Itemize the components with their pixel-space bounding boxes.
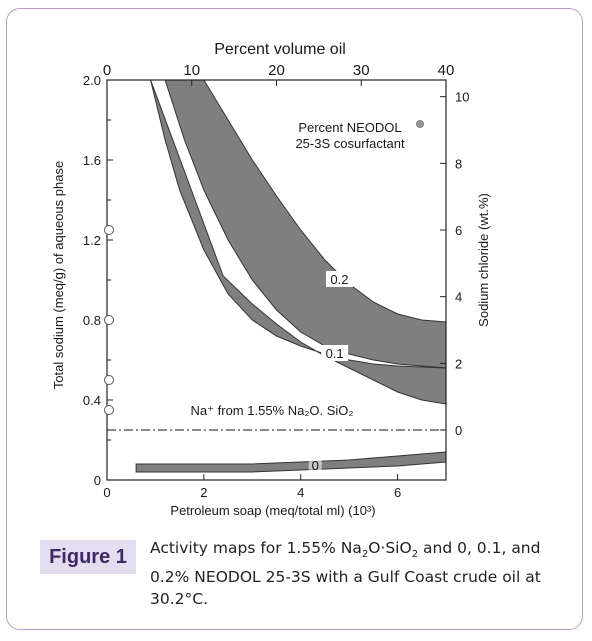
legend-line-2: 25-3S cosurfactant [295,136,405,151]
band-0-2 [164,80,446,369]
right-tick-label: 6 [455,223,462,238]
right-tick-label: 0 [455,423,462,438]
left-tick-label: 1.2 [83,233,101,248]
band-label-0-2: 0.2 [330,272,348,287]
axis-marker-circle [104,405,114,415]
axes-layer [104,79,447,481]
left-axis-label: Total sodium (meq/g) of aqueous phase [51,161,66,389]
left-tick-label: 0 [94,473,101,488]
left-tick-label: 0.4 [83,393,101,408]
top-tick-label: 40 [438,62,455,79]
band-label-0-1: 0.1 [326,346,344,361]
top-axis-label: Percent volume oil [214,41,346,58]
top-tick-label: 30 [353,62,370,79]
left-tick-label: 0.8 [83,313,101,328]
right-axis-label: Sodium chloride (wt.%) [476,193,491,327]
caption-mid: O·SiO [368,539,412,557]
band-group [135,80,446,473]
caption-text: Activity maps for 1.55% Na2O·SiO2 and 0,… [150,537,570,610]
bottom-tick-label: 6 [394,485,401,500]
caption-sub2: 2 [411,549,419,561]
caption-sub1: 2 [361,549,369,561]
top-tick-label: 0 [103,62,111,79]
figure-caption: Figure 1 Activity maps for 1.55% Na2O·Si… [40,536,570,616]
caption-line3: 30.2°C. [150,590,209,609]
band-0-1 [150,80,446,405]
axis-marker-circle [104,315,114,325]
band-label-bg [325,271,353,287]
left-tick-label: 2.0 [83,73,101,88]
chart-area: 0 0.4 0.8 1.2 1.6 2.0 0 2 4 6 Petroleum soap (meq/… [51,41,491,518]
right-tick-label: 2 [455,356,462,371]
right-tick-label: 4 [455,290,462,305]
bottom-tick-label: 2 [200,485,207,500]
band-label-bg [321,345,349,361]
band-layer [135,80,446,473]
legend-line-1: Percent NEODOL [298,120,401,135]
right-tick-label: 10 [455,90,469,105]
figure-label: Figure 1 [40,540,136,574]
top-tick-label: 10 [183,62,200,79]
bottom-axis-label: Petroleum soap (meq/total ml) (10³) [170,503,375,518]
band-label-bg [308,457,322,473]
left-tick-label: 1.6 [83,153,101,168]
right-tick-label: 8 [455,156,462,171]
reference-line-label: Na⁺ from 1.55% Na₂O. SiO₂ [191,403,354,418]
caption-line1-pre: Activity maps for 1.55% Na [150,539,362,557]
band-label-0: 0 [312,458,319,473]
top-tick-label: 20 [268,62,285,79]
legend-marker-icon [416,120,424,128]
bottom-tick-label: 4 [297,485,304,500]
axis-marker-circle [104,375,114,385]
bottom-tick-label: 0 [103,485,110,500]
caption-line1-post: and 0, 0.1, and [418,539,541,557]
axis-marker-circle [104,225,114,235]
caption-line2: 0.2% NEODOL 25-3S with a Gulf Coast crud… [150,568,541,587]
band-0 [135,451,446,473]
